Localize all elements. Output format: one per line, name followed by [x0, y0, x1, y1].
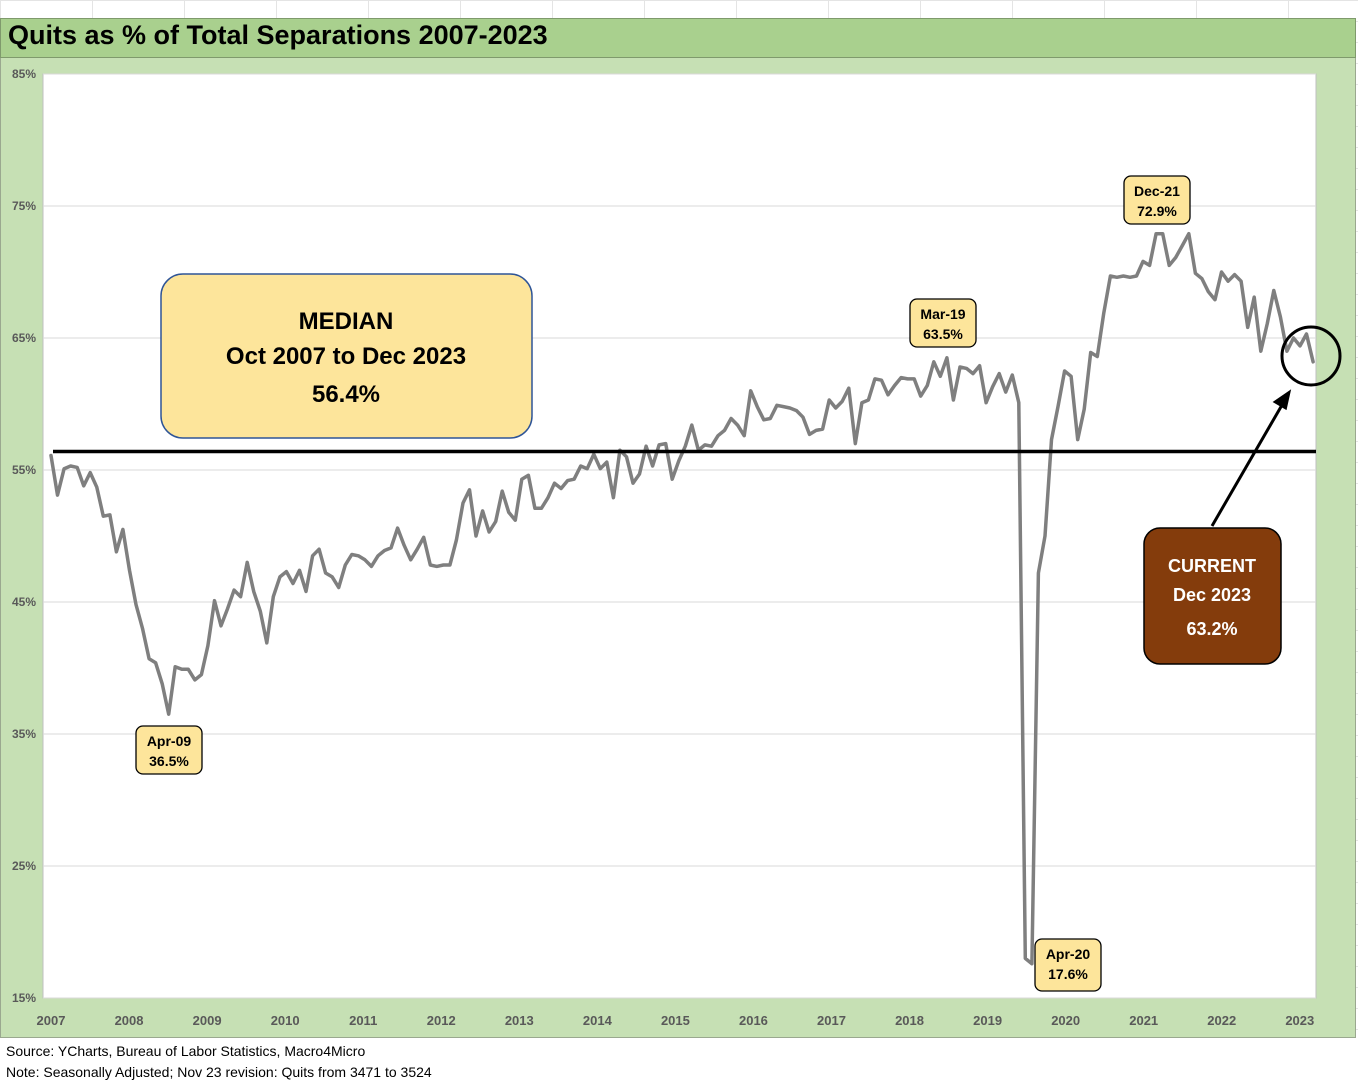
chart-title: Quits as % of Total Separations 2007-202… [8, 20, 548, 50]
x-tick-label: 2012 [427, 1013, 456, 1028]
median-box [160, 273, 533, 439]
footer [0, 1038, 1358, 1086]
x-tick-label: 2023 [1285, 1013, 1314, 1028]
adjustment-note: Note: Seasonally Adjusted; Nov 23 revisi… [6, 1064, 432, 1080]
annotation-label: Mar-19 [920, 306, 965, 322]
current-box-title: CURRENT [1168, 556, 1256, 576]
annotation-value: 72.9% [1137, 203, 1177, 219]
current-box [1143, 527, 1282, 665]
x-tick-label: 2015 [661, 1013, 690, 1028]
y-tick-label: 45% [12, 595, 36, 609]
x-tick-label: 2008 [115, 1013, 144, 1028]
x-tick-label: 2021 [1129, 1013, 1158, 1028]
current-arrow-head [1272, 389, 1292, 411]
current-box-value: 63.2% [1186, 619, 1237, 639]
x-tick-label: 2014 [583, 1013, 613, 1028]
y-tick-label: 85% [12, 67, 36, 81]
median-box-period: Oct 2007 to Dec 2023 [226, 343, 466, 370]
x-tick-label: 2016 [739, 1013, 768, 1028]
x-tick-label: 2011 [349, 1013, 377, 1028]
y-tick-label: 15% [12, 991, 36, 1005]
x-tick-label: 2017 [817, 1013, 846, 1028]
median-box-title: MEDIAN [299, 308, 394, 335]
annotation-label: Apr-20 [1046, 946, 1091, 962]
y-tick-label: 75% [12, 199, 36, 213]
y-tick-label: 65% [12, 331, 36, 345]
plot-area[interactable] [42, 73, 1317, 999]
current-highlight-circle [1280, 325, 1342, 387]
x-tick-label: 2007 [37, 1013, 66, 1028]
x-tick-label: 2019 [973, 1013, 1002, 1028]
current-box-date: Dec 2023 [1173, 585, 1251, 605]
y-tick-label: 55% [12, 463, 36, 477]
series-line[interactable] [49, 231, 1315, 966]
x-tick-label: 2020 [1051, 1013, 1080, 1028]
annotation-box [1123, 175, 1191, 225]
source-note: Source: YCharts, Bureau of Labor Statist… [6, 1043, 366, 1059]
y-tick-label: 25% [12, 859, 36, 873]
median-box-value: 56.4% [312, 381, 380, 408]
annotation-box [1034, 938, 1102, 992]
x-tick-label: 2018 [895, 1013, 924, 1028]
annotation-value: 17.6% [1048, 966, 1088, 982]
current-arrow-line [1210, 404, 1284, 527]
annotation-box [909, 298, 977, 348]
annotation-label: Apr-09 [147, 733, 192, 749]
x-tick-label: 2013 [505, 1013, 534, 1028]
annotation-value: 36.5% [149, 753, 189, 769]
x-tick-label: 2010 [271, 1013, 300, 1028]
annotation-box [135, 725, 203, 775]
chart-svg: 15% 25% 35% 45% 55% 65% 75% 85% 2007 2008 2009 2010… [12, 67, 1342, 1028]
x-tick-label: 2009 [193, 1013, 222, 1028]
x-tick-label: 2022 [1207, 1013, 1236, 1028]
annotation-label: Dec-21 [1134, 183, 1180, 199]
title-band [0, 18, 1356, 58]
annotation-value: 63.5% [923, 326, 963, 342]
y-tick-label: 35% [12, 727, 36, 741]
